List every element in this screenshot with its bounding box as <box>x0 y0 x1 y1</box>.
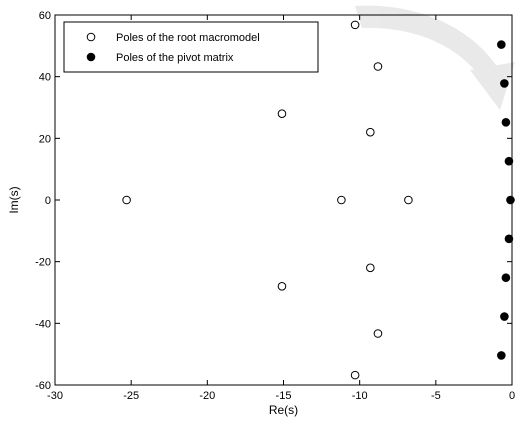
y-tick-label: -40 <box>35 318 51 330</box>
y-axis-label: Im(s) <box>7 186 21 213</box>
x-tick-label: -25 <box>123 390 139 402</box>
pivot-matrix-pole-point <box>504 156 514 166</box>
x-tick-label: 0 <box>509 390 515 402</box>
pivot-matrix-pole-point <box>504 234 514 244</box>
x-tick-label: -30 <box>47 390 63 402</box>
root-macromodel-pole-point <box>350 370 360 380</box>
pivot-matrix-pole-point <box>501 118 511 127</box>
y-tick-label: 20 <box>39 133 51 145</box>
data-points <box>122 20 515 380</box>
y-tick-label: -60 <box>35 380 51 392</box>
y-tick-label: -20 <box>35 257 51 269</box>
x-tick-label: -10 <box>352 390 368 402</box>
root-macromodel-pole-point <box>122 195 131 205</box>
legend-entry-pivot-matrix: Poles of the pivot matrix <box>116 52 234 64</box>
pivot-matrix-pole-point <box>501 273 511 283</box>
legend-entry-root-macromodel: Poles of the root macromodel <box>116 32 260 44</box>
root-macromodel-pole-point <box>373 62 383 71</box>
pivot-matrix-pole-point <box>497 40 506 49</box>
pivot-matrix-pole-point <box>500 79 509 88</box>
root-macromodel-pole-point <box>404 195 413 205</box>
y-tick-label: 60 <box>39 10 51 22</box>
legend-marker-open-circle <box>86 32 96 42</box>
root-macromodel-pole-point <box>366 263 375 273</box>
pivot-matrix-pole-point <box>497 351 506 360</box>
x-axis-label: Re(s) <box>269 403 298 417</box>
legend: Poles of the root macromodel Poles of th… <box>63 21 319 73</box>
root-macromodel-pole-point <box>350 20 360 30</box>
y-tick-label: 0 <box>45 195 51 207</box>
pivot-matrix-pole-point <box>506 195 515 205</box>
y-tick-label: 40 <box>39 72 51 84</box>
y-axis: -60 -40 -20 0 20 40 60 <box>35 10 512 392</box>
watermark-arrow-icon <box>355 5 515 110</box>
pivot-matrix-pole-point <box>500 312 509 321</box>
x-tick-label: -5 <box>431 390 441 402</box>
legend-marker-filled-circle <box>86 52 96 62</box>
root-macromodel-pole-point <box>373 329 383 338</box>
root-macromodel-pole-point <box>277 109 287 118</box>
root-macromodel-pole-point <box>277 282 287 291</box>
x-tick-label: -15 <box>276 390 292 402</box>
root-macromodel-pole-point <box>337 195 346 205</box>
legend-box <box>63 21 319 73</box>
root-macromodel-pole-point <box>366 127 375 137</box>
x-tick-label: -20 <box>199 390 215 402</box>
x-axis: -30 -25 -20 -15 -10 -5 0 <box>47 15 515 402</box>
